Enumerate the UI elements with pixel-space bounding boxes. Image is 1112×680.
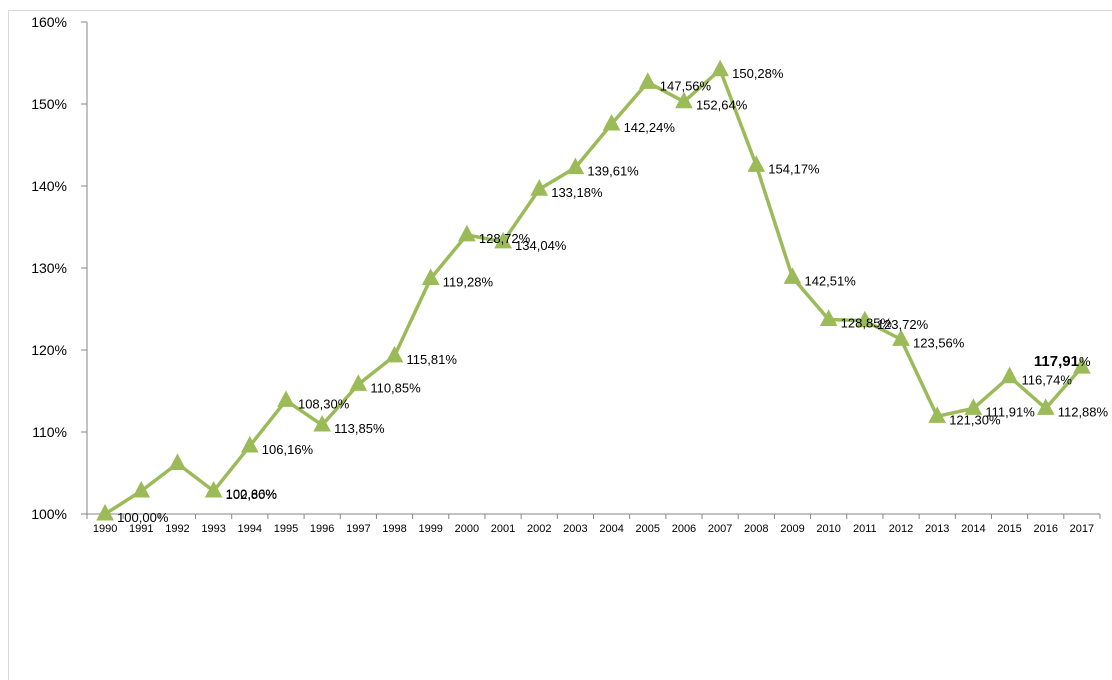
data-label: 128,85% [841, 315, 893, 330]
y-tick-label: 140% [31, 178, 67, 194]
data-point-marker [856, 310, 874, 328]
x-tick-label: 2016 [1033, 523, 1057, 535]
data-label: 128,72% [479, 231, 531, 246]
data-point-marker [675, 91, 693, 109]
data-label: 123,56% [913, 335, 965, 350]
data-label: 102,80% [226, 487, 278, 502]
data-point-marker [96, 503, 114, 521]
x-tick-label: 2002 [527, 523, 551, 535]
data-point-marker [204, 480, 223, 498]
x-tick-label: 2014 [961, 523, 985, 535]
data-label-last: 117,91% [1034, 353, 1091, 370]
y-tick-label: 130% [31, 260, 67, 276]
data-label: 115,81% [407, 352, 458, 367]
x-tick-label: 1991 [129, 523, 153, 535]
x-tick-label: 2009 [780, 523, 804, 535]
x-tick-label: 1992 [165, 523, 189, 535]
data-point-marker [313, 414, 331, 432]
x-tick-label: 2013 [925, 523, 949, 535]
data-label: 108,30% [298, 396, 350, 411]
x-tick-label: 2007 [708, 523, 732, 535]
data-label: 139,61% [587, 164, 639, 179]
data-point-marker [566, 157, 585, 175]
x-tick-label: 2001 [491, 523, 515, 535]
x-tick-label: 2010 [816, 523, 840, 535]
data-point-marker [928, 406, 947, 423]
data-label: 142,24% [624, 120, 676, 135]
data-point-marker [385, 345, 404, 363]
chart-frame [8, 10, 1112, 680]
data-point-marker [602, 113, 621, 131]
y-tick-label: 150% [31, 96, 67, 112]
x-tick-label: 1995 [274, 523, 298, 535]
data-label: 100,00% [117, 510, 169, 525]
data-point-marker [277, 390, 295, 407]
data-label: 154,17% [768, 161, 820, 176]
x-tick-label: 2004 [599, 523, 623, 535]
y-tick-label: 120% [31, 342, 67, 358]
data-label: 133,18% [551, 185, 603, 200]
data-point-marker [892, 329, 910, 346]
data-label: 110,85% [370, 380, 421, 395]
x-tick-label: 1994 [238, 523, 262, 535]
x-tick-label: 2017 [1070, 523, 1094, 535]
x-tick-label: 1996 [310, 523, 334, 535]
data-point-marker [349, 374, 368, 391]
data-point-marker [1036, 398, 1055, 415]
x-tick-label: 2011 [853, 523, 877, 535]
data-label: 147,56% [660, 78, 712, 93]
data-point-marker [458, 224, 476, 242]
x-tick-label: 2008 [744, 523, 768, 535]
data-label: 123,72% [877, 317, 929, 332]
data-point-marker [783, 267, 802, 284]
data-label: 152,64% [696, 98, 748, 113]
x-tick-label: 1993 [201, 523, 225, 535]
series-line [104, 68, 1084, 516]
x-tick-label: 2012 [889, 523, 913, 535]
x-tick-label: 2003 [563, 523, 587, 535]
data-point-marker [638, 72, 657, 89]
data-point-marker [747, 155, 766, 172]
data-point-marker [494, 231, 512, 249]
data-point-marker [1000, 366, 1019, 384]
data-label: 119,28% [443, 274, 494, 289]
data-label: 106,16% [262, 442, 314, 457]
data-label: 150,28% [732, 66, 784, 81]
data-label: 121,30% [949, 412, 1001, 427]
x-tick-label: 2015 [997, 523, 1021, 535]
data-label: 113,85% [334, 421, 385, 436]
x-tick-label: 1990 [93, 523, 117, 535]
data-label: 134,04% [515, 238, 567, 253]
data-point-marker [1073, 357, 1091, 374]
x-tick-label: 1997 [346, 523, 370, 535]
x-tick-label: 1998 [382, 523, 406, 535]
data-label: 112,88% [1058, 404, 1109, 419]
data-label: 100,66% [226, 487, 278, 502]
data-point-marker [819, 309, 838, 326]
data-point-marker [530, 179, 549, 196]
data-point-marker [711, 59, 729, 77]
data-label-bold-part: 117,91 [1034, 353, 1079, 370]
data-point-marker [168, 453, 187, 470]
y-tick-label: 110% [32, 424, 67, 440]
x-tick-label: 2006 [672, 523, 696, 535]
data-point-marker [240, 435, 259, 453]
data-label: 111,91% [985, 404, 1035, 419]
x-tick-label: 2000 [455, 523, 479, 535]
y-tick-label: 160% [31, 14, 67, 30]
data-label: 116,74% [1022, 373, 1073, 388]
x-tick-label: 2005 [636, 523, 660, 535]
data-point-marker [964, 398, 983, 415]
x-tick-label: 1999 [418, 523, 442, 535]
data-point-marker [421, 268, 440, 285]
data-point-marker [132, 480, 151, 498]
y-tick-label: 100% [31, 506, 67, 522]
data-label-unit: % [1079, 354, 1091, 369]
data-label: 142,51% [804, 273, 856, 288]
